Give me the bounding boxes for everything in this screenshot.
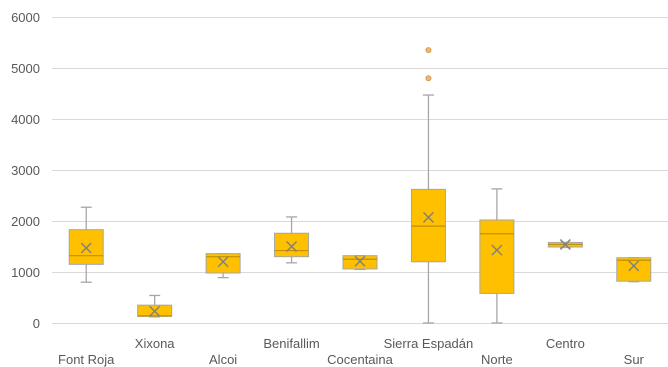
mean-marker-stroke [559,238,571,250]
y-tick-label: 5000 [11,61,40,76]
mean-marker-stroke [491,244,503,256]
box-5 [342,255,378,271]
box-4 [274,216,310,264]
y-axis-tick-labels: 0 1000 2000 3000 4000 5000 6000 [11,10,40,331]
iqr-box [205,253,241,274]
outlier-point [425,75,432,82]
category-label: Sierra Espadán [384,336,474,351]
mean-marker-stroke [149,305,161,317]
category-label: Norte [481,352,513,367]
x-axis-category-labels: Font Roja Xixona Alcoi Benifallim Cocentaina… [58,336,645,367]
box-8 [547,238,583,250]
box-6 [410,47,446,324]
mean-marker-stroke [354,255,366,267]
box-1 [68,206,104,283]
outlier-point [425,47,432,54]
y-tick-label: 6000 [11,10,40,25]
mean-marker-stroke [80,242,92,254]
y-tick-label: 4000 [11,112,40,127]
iqr-box [616,257,652,282]
mean-marker-stroke [217,256,229,268]
category-label: Benifallim [263,336,319,351]
mean-marker-stroke [422,211,434,223]
iqr-box [342,255,378,270]
category-label: Cocentaina [327,352,394,367]
mean-marker [149,305,161,317]
mean-marker [559,238,571,250]
mean-marker [217,256,229,268]
box-2 [137,294,173,318]
category-label: Font Roja [58,352,115,367]
iqr-box [479,219,515,294]
box-3 [205,252,241,279]
mean-marker-stroke [628,260,640,272]
mean-marker [628,260,640,272]
mean-marker [354,255,366,267]
category-label: Xixona [135,336,176,351]
category-label: Centro [546,336,585,351]
category-label: Sur [624,352,645,367]
mean-marker [286,241,298,252]
box-7 [479,188,515,324]
y-tick-label: 2000 [11,214,40,229]
category-label: Alcoi [209,352,237,367]
box-9 [616,257,652,283]
mean-marker [422,211,434,223]
mean-marker [491,244,503,256]
y-tick-label: 0 [33,316,40,331]
y-tick-label: 1000 [11,265,40,280]
mean-marker-stroke [286,241,298,252]
iqr-box [68,229,104,265]
y-tick-label: 3000 [11,163,40,178]
boxes [68,47,652,324]
gridlines [52,17,668,324]
mean-marker [80,242,92,254]
iqr-box [274,232,310,258]
